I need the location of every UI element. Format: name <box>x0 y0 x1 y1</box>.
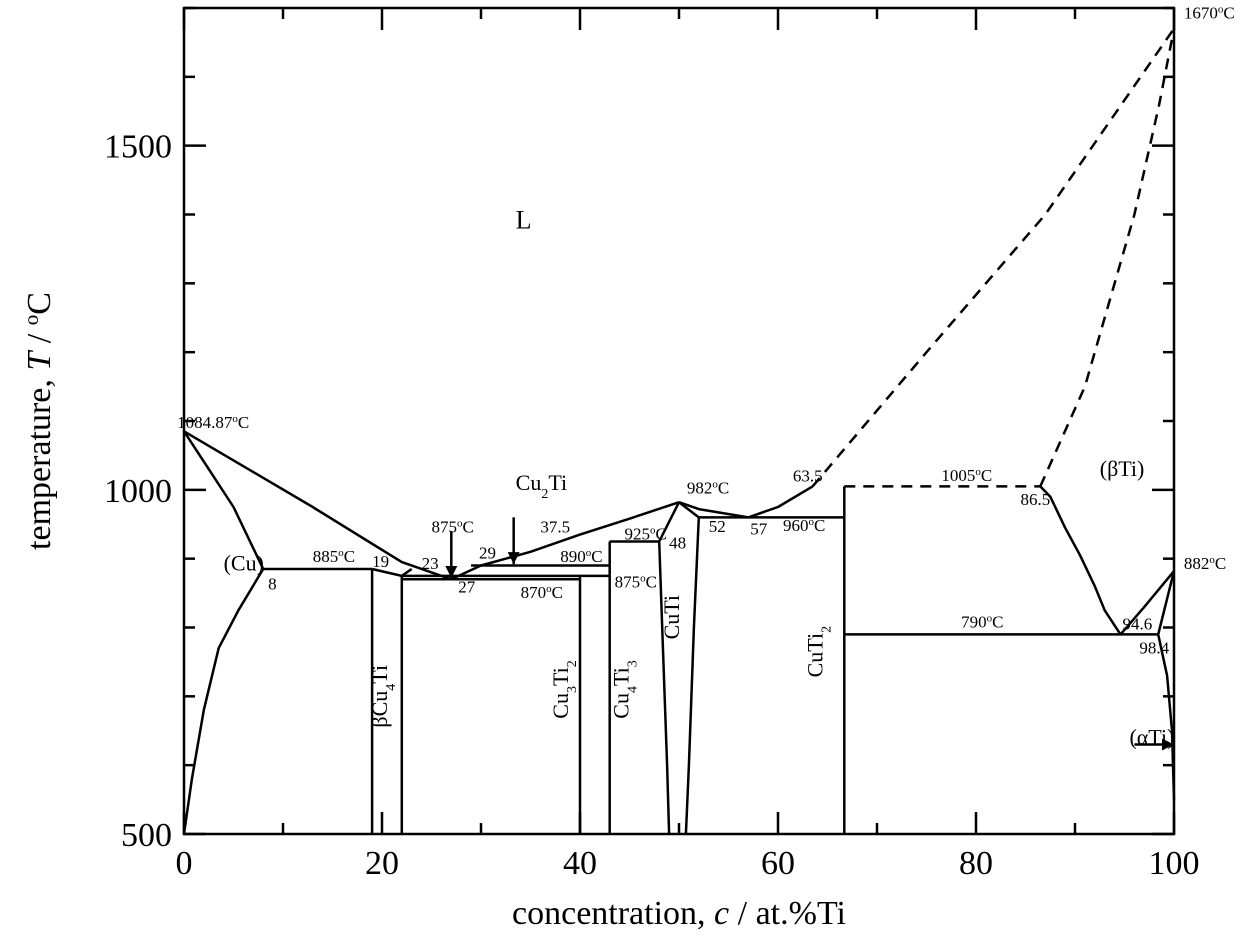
annotation-label: CuTi2 <box>803 626 835 677</box>
annotation-label: 870oC <box>521 583 563 602</box>
x-tick-label: 80 <box>959 845 993 882</box>
y-tick-label: 1000 <box>104 473 172 510</box>
annotation-label: Cu4Ti3 <box>608 660 640 718</box>
x-tick-label: 0 <box>176 845 193 882</box>
dashed-boundary <box>1039 28 1176 487</box>
annotation-label: 890oC <box>560 547 602 566</box>
y-axis-title: temperature, T / oC <box>19 292 58 550</box>
annotation-label: 925oC <box>625 524 667 543</box>
phase-boundary <box>1156 570 1176 635</box>
annotation-label: 23 <box>422 554 439 573</box>
phase-boundary <box>182 430 265 570</box>
phase-boundary <box>182 568 265 835</box>
plot-frame <box>182 6 1176 836</box>
annotation-label: 86.5 <box>1021 490 1051 509</box>
arrow-head <box>507 552 520 565</box>
annotation-label: 94.6 <box>1123 615 1153 634</box>
phase-boundary <box>684 517 701 835</box>
x-tick-label: 100 <box>1149 845 1200 882</box>
annotation-label: Cu3Ti2 <box>548 660 580 718</box>
phase-boundary <box>1039 485 1122 636</box>
phase-boundaries <box>182 27 1176 835</box>
annotation-label: 875oC <box>432 518 474 537</box>
annotation-label: 875oC <box>615 573 657 592</box>
annotation-label: 19 <box>372 552 389 571</box>
annotation-label: 57 <box>750 520 768 539</box>
arrow-head <box>1162 738 1174 751</box>
x-tick-label: 60 <box>761 845 795 882</box>
phase-boundary <box>1156 634 1176 800</box>
annotation-label: 1670oC <box>1184 3 1235 22</box>
annotation-label: 882oC <box>1184 554 1226 573</box>
x-axis-title: concentration, c / at.%Ti <box>512 895 846 932</box>
arrow-head <box>445 565 458 578</box>
phase-boundary <box>658 501 681 543</box>
annotation-label: 27 <box>458 577 476 596</box>
phase-boundary <box>183 430 452 581</box>
arrows <box>445 517 1174 751</box>
annotation-label: 98.4 <box>1139 639 1169 658</box>
annotation-label: 48 <box>669 533 686 552</box>
annotation-label: 29 <box>479 544 496 563</box>
phase-boundary <box>1119 570 1175 636</box>
phase-boundary <box>657 541 671 835</box>
annotations: L(Cu)(βTi)(αTi)1084.87oC1670oC882oC885oC… <box>177 3 1235 749</box>
annotation-label: 790oC <box>961 613 1003 632</box>
y-tick-label: 500 <box>121 817 172 854</box>
annotation-label: L <box>516 205 532 234</box>
annotation-label: Cu2Ti <box>516 470 567 502</box>
annotation-label: 8 <box>268 575 277 594</box>
dashed-boundary <box>811 27 1176 488</box>
x-tick-label: 20 <box>365 845 399 882</box>
annotation-label: 63.5 <box>793 467 823 486</box>
tick-labels: 0 20 40 60 80 100 500 1000 1500 <box>104 129 1200 882</box>
annotation-label: 1005oC <box>941 466 992 485</box>
phase-boundary <box>450 501 680 581</box>
annotation-label: (βTi) <box>1100 456 1145 481</box>
annotation-label: CuTi <box>659 595 684 639</box>
x-tick-label: 40 <box>563 845 597 882</box>
phase-boundary <box>678 501 700 519</box>
y-tick-label: 1500 <box>104 129 172 166</box>
annotation-label: 52 <box>709 517 726 536</box>
annotation-label: 37.5 <box>540 518 570 537</box>
annotation-label: 1084.87oC <box>177 413 249 432</box>
axis-ticks <box>182 6 1176 836</box>
annotation-label: 960oC <box>783 516 825 535</box>
annotation-label: 982oC <box>687 478 729 497</box>
annotation-label: 885oC <box>313 547 355 566</box>
annotation-label: βCu4Ti <box>367 665 399 728</box>
annotation-label: (Cu) <box>224 550 264 575</box>
